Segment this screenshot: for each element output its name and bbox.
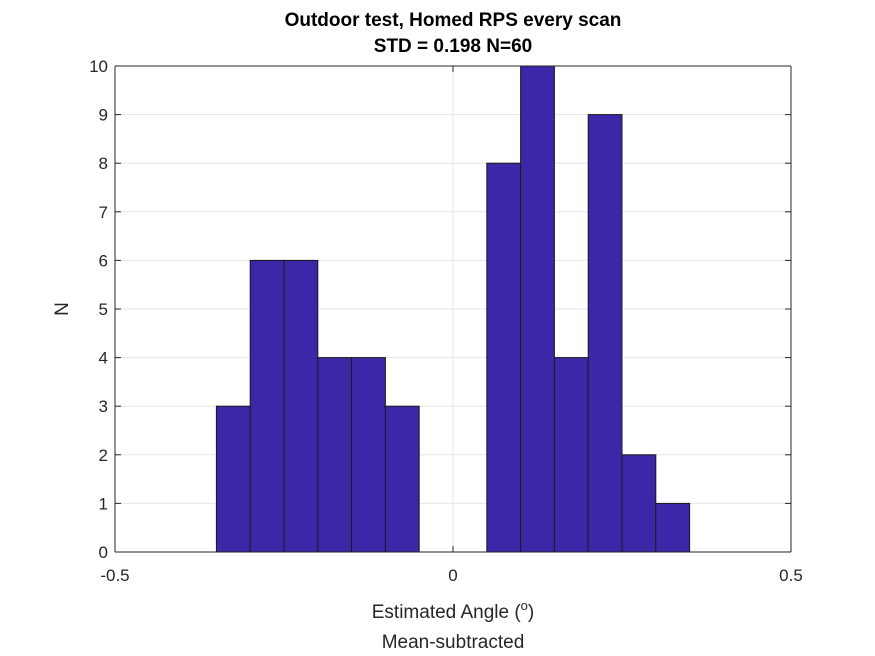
y-tick-label-8: 8 [99,154,108,173]
y-axis-label: N [52,302,73,316]
x-axis-label-main: Estimated Angle ( [372,602,522,623]
histogram-bar-9 [520,65,555,553]
histogram-bar-4 [351,357,386,553]
chart-subtitle: STD = 0.198 N=60 [374,36,532,57]
x-tick-label-1: 0 [448,566,457,585]
histogram-bar-5 [384,405,420,553]
x-axis-label: Estimated Angle (o) [372,598,534,623]
bars [115,65,791,553]
x-axis-label-suffix: ) [528,602,534,623]
x-axis-label-line2: Mean-subtracted [382,632,525,653]
histogram-bar-13 [655,502,691,553]
histogram-bar-1 [249,259,285,553]
histogram-bar-11 [587,114,623,553]
y-tick-label-5: 5 [99,300,108,319]
x-tick-label-0: -0.5 [100,566,129,585]
y-tick-label-9: 9 [99,106,108,125]
y-tick-label-3: 3 [99,397,108,416]
histogram-bar-12 [621,454,657,553]
histogram-bar-3 [317,357,353,553]
histogram-bar-10 [553,357,589,553]
y-tick-label-7: 7 [99,203,108,222]
y-tick-label-1: 1 [99,494,108,513]
x-tick-label-2: 0.5 [779,566,803,585]
histogram-bar-8 [486,162,522,553]
y-tick-label-0: 0 [99,543,108,562]
y-axis-ticks: 0 1 2 3 4 5 6 7 8 9 10 [89,57,791,562]
histogram-bar-2 [283,259,319,553]
histogram-bar-0 [215,405,251,553]
y-tick-label-4: 4 [99,349,108,368]
chart-title: Outdoor test, Homed RPS every scan [285,10,622,31]
x-axis-label-superscript: o [521,598,528,613]
y-tick-label-2: 2 [99,446,108,465]
x-axis-ticks: -0.5 0 0.5 [100,66,803,585]
y-tick-label-6: 6 [99,251,108,270]
y-tick-label-10: 10 [89,57,108,76]
